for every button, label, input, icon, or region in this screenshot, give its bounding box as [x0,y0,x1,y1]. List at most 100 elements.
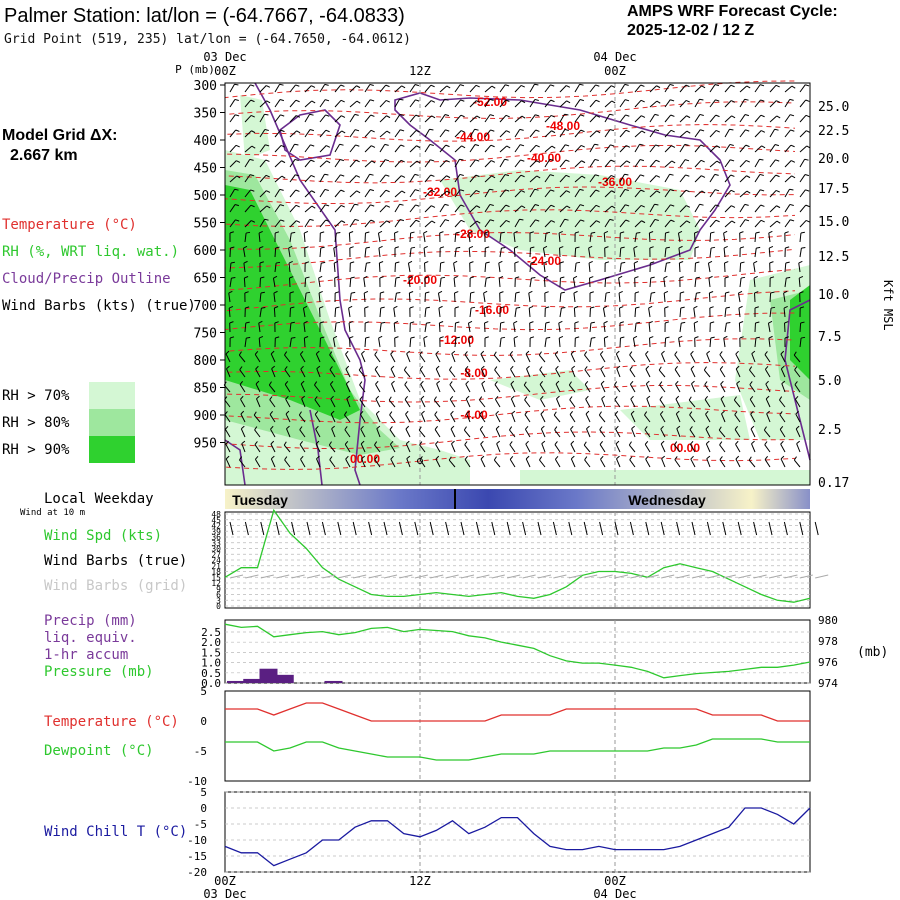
wind-barb-flag [296,130,301,134]
wind-barb-flag [356,175,361,178]
wind-barb [439,160,447,168]
wind-barb [634,323,637,333]
wind-barb-flag [329,380,334,385]
wind-barb-flag [253,411,257,416]
wind-barb [723,233,726,243]
wind-barb [495,413,501,423]
wind-barb [799,248,802,258]
wind-barb [739,99,746,108]
wind-barb-flag [703,366,707,371]
wind-barb-flag [616,455,620,460]
wind-barb-flag [349,336,354,339]
wind-barb-flag [549,158,554,161]
wind-barb-flag [491,85,496,89]
wind-barb [379,174,386,183]
wind-barb-flag [314,396,318,400]
wind-barb-flag [566,85,571,88]
wind-caption: Wind at 10 m [20,508,86,518]
wind-barb-flag [584,351,588,356]
wind-barb-flag [394,336,399,339]
wind-barb [544,145,553,153]
height-tick-label: 0.17 [818,476,849,491]
cycle-value: 2025-12-02 / 12 Z [627,22,755,39]
surface-wind-barb [799,521,804,536]
wind-barb-flag [790,219,795,222]
wind-barb [559,113,565,123]
wind-barb-flag [400,159,405,163]
wind-barb-flag [665,231,670,234]
wind-barb [766,413,771,423]
wind-barb [634,159,641,168]
wind-barb-flag [603,305,608,309]
wind-barb [513,233,516,243]
grid-wind-barb [476,574,490,579]
wind-barb [799,204,807,213]
wind-barb-flag [354,203,359,206]
legend-item: Temperature (°C) [2,217,137,233]
wind-barb-flag [281,160,286,164]
wind-barb-flag [594,158,599,161]
temperature-contour-line [224,186,796,210]
wind-barb-flag [254,350,259,355]
temperature-contour-line [224,384,796,410]
wind-barb-flag [486,276,491,279]
wind-barb-flag [476,100,481,103]
wind-barb-flag [640,174,645,177]
wind-barb-flag [591,231,596,234]
wind-barb-flag [541,425,545,430]
wind-barb [379,115,387,123]
wind-barb-flag [664,291,669,294]
wind-barb [568,384,576,393]
wind-barb-flag [699,113,704,116]
wind-barb [644,414,651,423]
wind-barb [274,129,282,138]
wind-barb-flag [585,395,589,400]
wind-barb-flag [559,246,564,249]
wind-barb [484,204,491,213]
temperature-contour-line [224,431,796,455]
wind-barb [604,114,611,123]
wind-barb-flag [274,321,279,324]
wind-barb [589,159,596,168]
wind-barb-flag [266,190,271,193]
wind-barb [664,337,667,348]
wind-barb [523,384,531,393]
wind-barb [439,278,442,288]
wind-barb [243,263,246,273]
wind-barb [469,308,472,318]
wind-barb [224,414,231,423]
wind-barb [691,383,696,393]
wind-tick-label: 6 [216,591,221,600]
wind-barb-flag [685,159,690,162]
wind-barb-flag [434,426,439,430]
wind-barb-flag [701,175,706,178]
wind-barb-flag [670,99,675,102]
wind-barb-flag [429,143,434,146]
wind-barb-flag [406,350,411,355]
wind-barb-flag [349,231,354,234]
wind-barb [663,278,666,288]
wind-barb-flag [676,410,680,415]
wind-barb [648,308,651,318]
wind-barb [334,174,341,183]
wind-barb [364,84,371,93]
wind-barb-flag [521,115,526,119]
wind-barb [574,99,581,108]
wind-barb-flag [605,261,610,264]
wind-barb-flag [769,261,774,264]
wind-barb [679,144,686,153]
wind-barb [694,219,701,228]
wind-barb-flag [505,99,510,102]
wind-barb [618,292,621,303]
wind-barb [259,205,268,213]
wind-barb [409,145,417,153]
wind-barb-flag [761,145,766,149]
wind-barb [376,428,381,438]
wind-barb [619,114,626,123]
wind-barb [316,368,321,378]
wind-barb [304,175,312,183]
wind-barb-flag [325,204,330,207]
legend-item: Cloud/Precip Outline [2,271,171,287]
grid-wind-barb [599,574,613,579]
wind-barb-flag [614,381,618,386]
